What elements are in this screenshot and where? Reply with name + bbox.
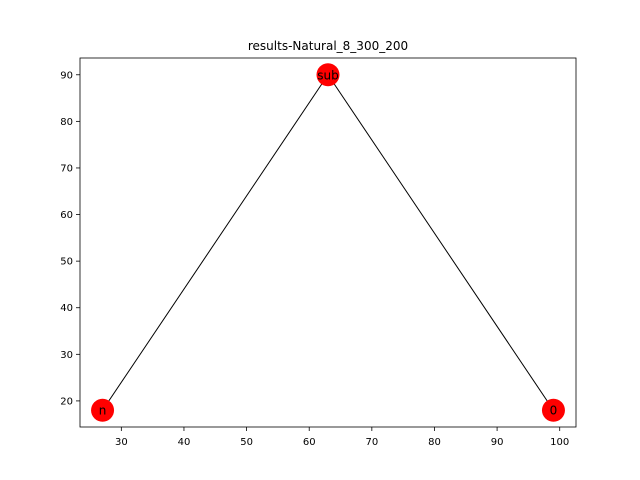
y-tick-label: 30 [60, 350, 73, 361]
chart-title: results-Natural_8_300_200 [248, 39, 408, 53]
x-tick-label: 60 [303, 437, 316, 448]
nodes-layer: n sub 0 [91, 63, 565, 422]
x-tick-label: 90 [491, 437, 504, 448]
y-tick-label: 90 [60, 70, 73, 81]
graph-edge [102, 74, 329, 411]
node-label: sub [317, 68, 338, 82]
graph-node [541, 398, 565, 422]
y-tick-label: 80 [60, 117, 73, 128]
y-tick-label: 70 [60, 163, 73, 174]
y-tick-label: 20 [60, 396, 73, 407]
node-label: n [99, 404, 107, 418]
plot-border [79, 57, 577, 428]
node-label: 0 [550, 404, 558, 418]
y-tick-label: 40 [60, 303, 73, 314]
x-tick-label: 40 [178, 437, 191, 448]
plot-area [80, 58, 576, 427]
graph-node [316, 63, 340, 87]
edges-layer [102, 74, 554, 411]
graph-node [91, 398, 115, 422]
y-tick-label: 50 [60, 257, 73, 268]
y-axis: 20 30 40 50 60 70 80 90 [60, 70, 80, 407]
x-axis: 30 40 50 60 70 80 90 100 [115, 427, 569, 448]
x-tick-label: 30 [115, 437, 128, 448]
x-tick-label: 100 [550, 437, 569, 448]
x-tick-label: 70 [365, 437, 378, 448]
x-tick-label: 80 [428, 437, 441, 448]
y-tick-label: 60 [60, 210, 73, 221]
graph-edge [327, 74, 554, 411]
x-tick-label: 50 [240, 437, 253, 448]
